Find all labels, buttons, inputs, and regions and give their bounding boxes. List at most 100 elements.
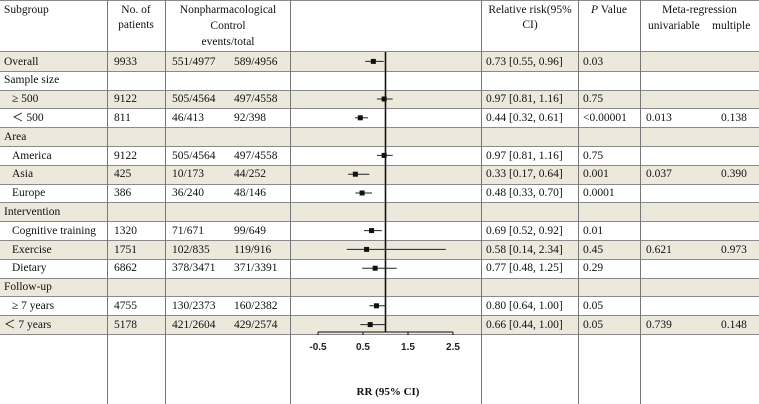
- row-control-events: 371/3391: [234, 262, 278, 275]
- grid-vline: [107, 0, 108, 404]
- row-nonpharm-events: 378/3471: [172, 262, 216, 275]
- row-nonpharm-events: 421/2604: [172, 318, 216, 331]
- row-relative-risk: 0.77 [0.48, 1.25]: [486, 262, 563, 275]
- point-estimate: [352, 171, 358, 177]
- x-tick-label: 1.5: [401, 342, 415, 353]
- x-tick-label: 0.5: [356, 342, 370, 353]
- row-patients: 1751: [114, 243, 137, 256]
- row-p-value: 0.001: [583, 168, 609, 181]
- row-control-events: 160/2382: [234, 299, 278, 312]
- grid-hline: [0, 146, 759, 147]
- row-patients: 5178: [114, 318, 137, 331]
- row-p-value: 0.45: [583, 243, 604, 256]
- row-patients: 9122: [114, 149, 137, 162]
- meta-univariable: 0.621: [646, 243, 672, 256]
- point-estimate: [367, 322, 373, 328]
- row-label: Follow-up: [4, 281, 52, 294]
- row-patients: 811: [114, 111, 131, 124]
- grid-vline: [640, 0, 641, 404]
- row-relative-risk: 0.58 [0.14, 2.34]: [486, 243, 563, 256]
- row-control-events: 99/649: [234, 224, 266, 237]
- row-p-value: 0.05: [583, 299, 604, 312]
- row-nonpharm-events: 505/4564: [172, 93, 216, 106]
- row-control-events: 497/4558: [234, 93, 278, 106]
- header-events-total: events/total: [201, 36, 255, 48]
- row-label: Cognitive training: [12, 224, 97, 237]
- row-label: ＜ 7 years: [4, 318, 52, 331]
- row-control-events: 48/146: [234, 187, 266, 200]
- row-nonpharm-events: 551/4977: [172, 55, 216, 68]
- row-band: [0, 164, 759, 184]
- grid-hline: [0, 165, 759, 166]
- grid-hline: [0, 108, 759, 109]
- row-label: Area: [4, 130, 27, 143]
- meta-univariable: 0.739: [646, 318, 672, 331]
- row-nonpharm-events: 505/4564: [172, 149, 216, 162]
- row-relative-risk: 0.69 [0.52, 0.92]: [486, 224, 563, 237]
- p-italic: P: [591, 4, 599, 16]
- row-nonpharm-events: 36/240: [172, 187, 204, 200]
- point-estimate: [374, 303, 379, 309]
- row-p-value: 0.29: [583, 262, 604, 275]
- row-patients: 1320: [114, 224, 137, 237]
- row-p-value: 0.75: [583, 149, 604, 162]
- row-control-events: 44/252: [234, 168, 266, 181]
- row-control-events: 429/2574: [234, 318, 278, 331]
- row-p-value: 0.0001: [583, 187, 615, 200]
- x-tick-label: 2.5: [446, 342, 460, 353]
- row-band: [0, 202, 759, 222]
- grid-vline: [578, 0, 579, 404]
- row-label: Dietary: [12, 262, 47, 275]
- grid-vline: [290, 0, 291, 404]
- header-relative-risk: Relative risk(95% CI): [488, 4, 572, 31]
- row-nonpharm-events: 46/413: [172, 111, 204, 124]
- row-label: Overall: [4, 55, 39, 68]
- row-control-events: 589/4956: [234, 55, 278, 68]
- point-estimate: [372, 265, 378, 271]
- row-relative-risk: 0.97 [0.81, 1.16]: [486, 149, 563, 162]
- point-estimate: [381, 152, 387, 158]
- meta-univariable: 0.037: [646, 168, 672, 181]
- header-control: Control: [210, 20, 246, 32]
- grid-hline: [0, 240, 759, 241]
- grid-hline: [0, 315, 759, 316]
- row-patients: 4755: [114, 299, 137, 312]
- header-univariable: univariable: [648, 20, 700, 32]
- row-control-events: 92/398: [234, 111, 266, 124]
- row-band: [0, 127, 759, 146]
- point-estimate: [364, 246, 370, 252]
- row-relative-risk: 0.48 [0.33, 0.70]: [486, 187, 563, 200]
- row-nonpharm-events: 102/835: [172, 243, 210, 256]
- point-estimate: [357, 115, 363, 121]
- grid-hline: [0, 259, 759, 260]
- row-label: Asia: [12, 168, 34, 181]
- header-subgroup: Subgroup: [4, 4, 49, 16]
- row-nonpharm-events: 10/173: [172, 168, 204, 181]
- grid-hline: [0, 278, 759, 279]
- grid-hline: [0, 71, 759, 72]
- header-patients: No. of patients: [118, 4, 154, 31]
- row-label: Europe: [12, 187, 46, 200]
- row-relative-risk: 0.44 [0.32, 0.61]: [486, 111, 563, 124]
- row-label: Intervention: [4, 205, 61, 218]
- row-label: ≥ 500: [12, 93, 39, 106]
- header-nonpharmacological: Nonpharmacological: [179, 4, 277, 16]
- row-patients: 425: [114, 168, 132, 181]
- row-relative-risk: 0.97 [0.81, 1.16]: [486, 93, 563, 106]
- row-patients: 9933: [114, 55, 137, 68]
- header-p-value: P Value: [578, 3, 640, 18]
- header-multiple: multiple: [712, 20, 751, 32]
- row-band: [0, 277, 759, 297]
- grid-vline: [481, 0, 482, 404]
- point-estimate: [370, 58, 376, 64]
- grid-hline: [0, 127, 759, 128]
- row-label: ＜ 500: [12, 111, 44, 124]
- row-p-value: 0.75: [583, 93, 604, 106]
- row-control-events: 497/4558: [234, 149, 278, 162]
- meta-multiple: 0.390: [721, 168, 747, 181]
- p-rest: Value: [598, 4, 627, 16]
- row-control-events: 119/916: [234, 243, 272, 256]
- meta-multiple: 0.973: [721, 243, 747, 256]
